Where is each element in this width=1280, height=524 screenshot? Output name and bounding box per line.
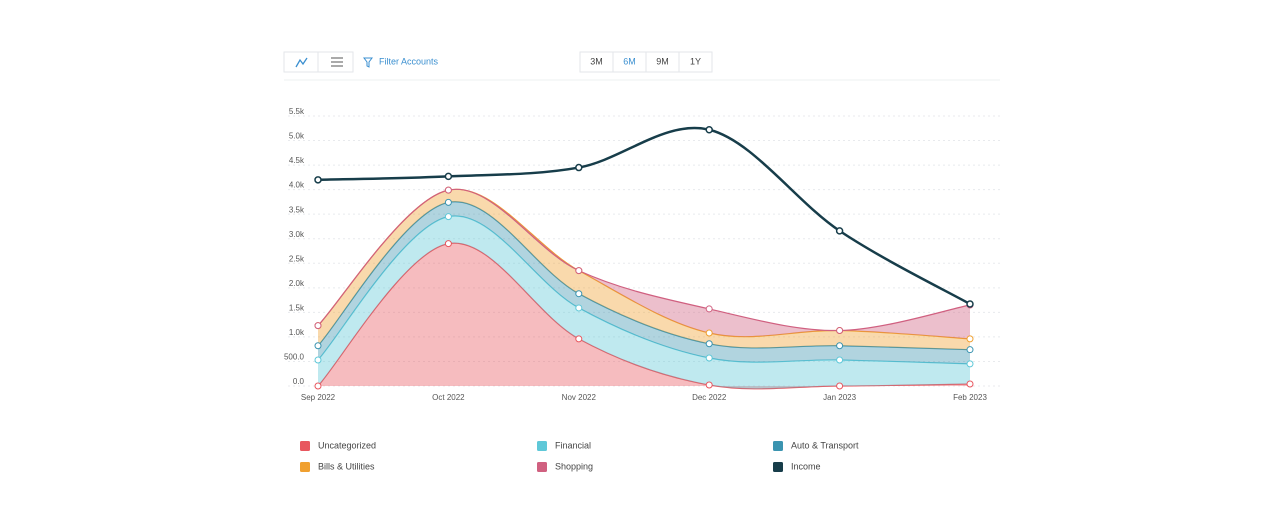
x-tick-label: Dec 2022: [692, 393, 727, 402]
point: [836, 382, 844, 390]
legend-label: Financial: [555, 440, 591, 450]
point: [705, 329, 713, 337]
point: [575, 335, 583, 343]
y-tick-label: 500.0: [284, 353, 305, 362]
point: [705, 354, 713, 362]
range-label[interactable]: 6M: [623, 56, 636, 66]
point: [966, 300, 974, 308]
point: [575, 267, 583, 275]
point: [835, 227, 844, 235]
point: [836, 356, 844, 364]
legend-swatch: [537, 462, 547, 472]
area-edge: [317, 242, 971, 390]
legend-swatch: [300, 462, 310, 472]
point: [444, 186, 452, 194]
legend-label: Bills & Utilities: [318, 461, 375, 471]
y-tick-label: 3.0k: [289, 230, 305, 239]
point: [705, 340, 713, 348]
area-edge: [317, 201, 971, 351]
area-band: [318, 189, 970, 339]
legend-swatch: [537, 441, 547, 451]
x-tick-label: Nov 2022: [562, 393, 597, 402]
point: [966, 380, 974, 388]
point: [444, 172, 453, 181]
point: [314, 382, 322, 390]
point: [575, 290, 583, 298]
list-icon: [331, 57, 343, 67]
y-tick-label: 4.5k: [289, 156, 305, 165]
point: [836, 327, 844, 335]
area-band: [318, 189, 970, 350]
point: [575, 163, 583, 172]
area-band: [318, 243, 970, 389]
range-button[interactable]: [678, 51, 713, 73]
point: [705, 125, 713, 134]
y-tick-label: 2.0k: [289, 279, 305, 288]
legend-label: Shopping: [555, 461, 593, 471]
point: [966, 335, 974, 343]
point: [966, 346, 974, 354]
y-tick-label: 3.5k: [289, 205, 305, 214]
y-tick-label: 2.5k: [289, 254, 305, 263]
area-edge: [317, 215, 971, 365]
y-tick-label: 5.0k: [289, 132, 305, 141]
legend-swatch: [773, 462, 783, 472]
area-edge: [317, 188, 971, 332]
y-tick-label: 1.0k: [289, 328, 305, 337]
x-tick-label: Feb 2023: [953, 393, 987, 402]
range-label[interactable]: 1Y: [690, 56, 701, 66]
point: [444, 213, 452, 221]
point: [444, 198, 452, 206]
legend-label: Auto & Transport: [791, 440, 859, 450]
point: [444, 240, 452, 248]
legend-swatch: [773, 441, 783, 451]
range-label[interactable]: 3M: [590, 56, 603, 66]
point: [314, 322, 322, 330]
point: [314, 356, 322, 364]
range-label[interactable]: 9M: [656, 56, 669, 66]
y-tick-label: 1.5k: [289, 303, 305, 312]
point: [836, 342, 844, 350]
filter-accounts[interactable]: Filter Accounts: [379, 56, 439, 66]
point: [966, 360, 974, 368]
area-band: [318, 215, 970, 389]
y-tick-label: 0.0: [293, 377, 305, 386]
x-tick-label: Oct 2022: [432, 393, 465, 402]
filter-icon: [363, 57, 373, 68]
point: [575, 304, 583, 312]
y-tick-label: 5.5k: [289, 107, 305, 116]
x-tick-label: Sep 2022: [301, 393, 336, 402]
legend-label: Uncategorized: [318, 440, 376, 450]
legend-label: Income: [791, 461, 821, 471]
line: [317, 126, 971, 306]
chart-icon: [295, 57, 308, 68]
point: [705, 381, 713, 389]
point: [314, 342, 322, 350]
point: [705, 305, 713, 313]
legend-swatch: [300, 441, 310, 451]
point: [314, 176, 322, 184]
y-tick-label: 4.0k: [289, 181, 305, 190]
x-tick-label: Jan 2023: [823, 393, 856, 402]
